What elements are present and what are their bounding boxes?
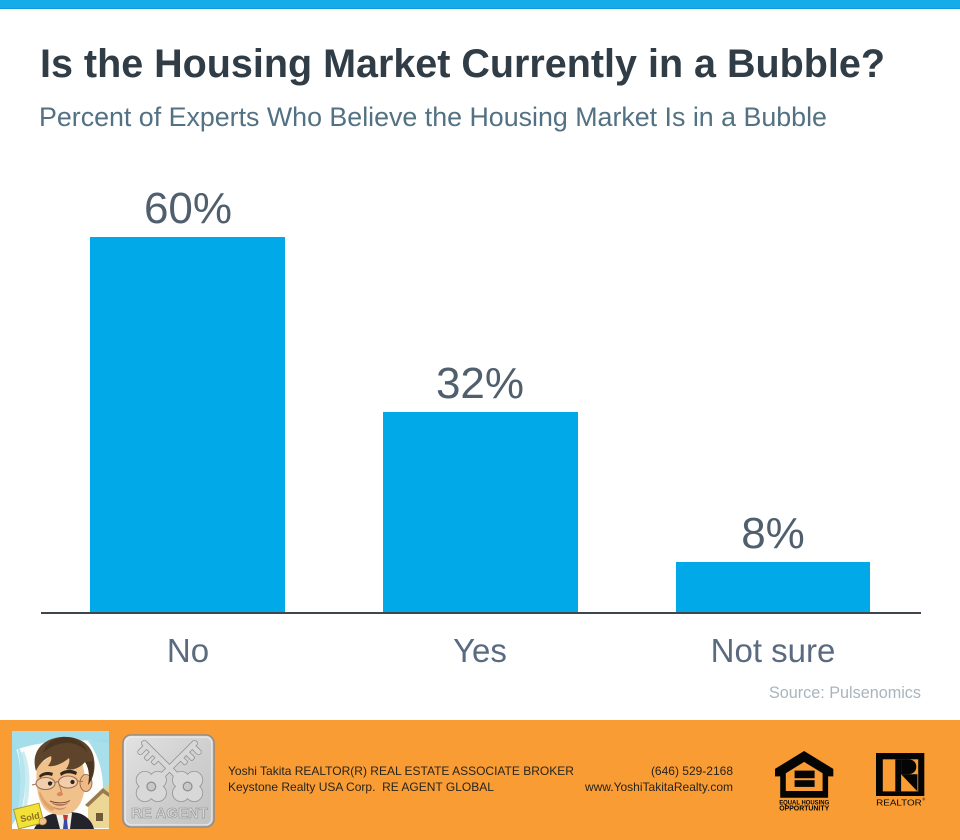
svg-text:REALTOR: REALTOR <box>876 797 922 807</box>
svg-text:RE AGENT: RE AGENT <box>131 805 208 822</box>
svg-text:®: ® <box>922 796 925 801</box>
svg-text:OPPORTUNITY: OPPORTUNITY <box>779 805 829 812</box>
svg-text:EQUAL HOUSING: EQUAL HOUSING <box>779 799 829 806</box>
svg-text:Sold: Sold <box>19 811 40 825</box>
